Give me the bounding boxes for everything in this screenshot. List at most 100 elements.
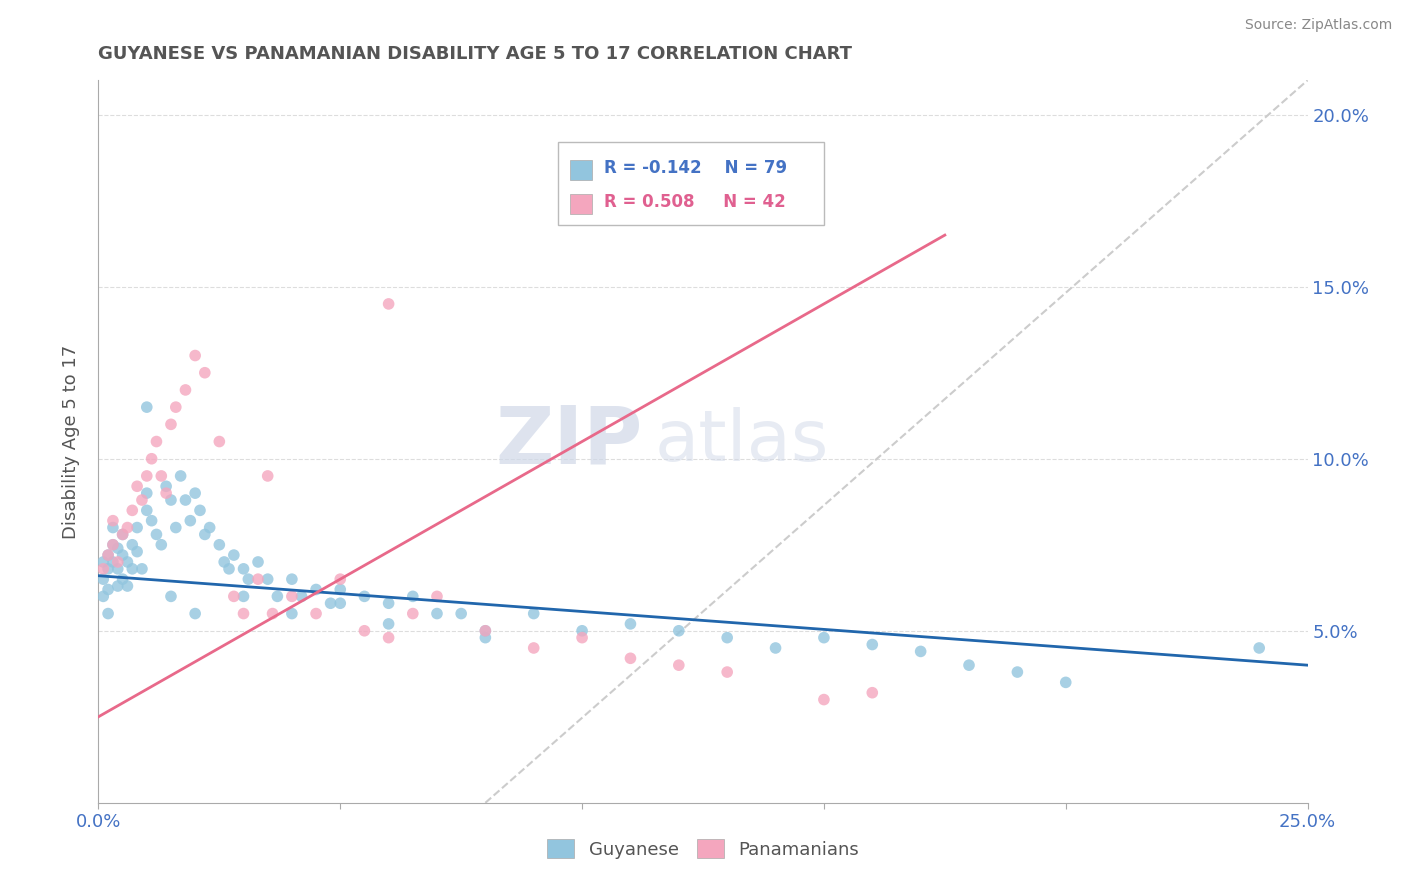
Point bbox=[474, 624, 496, 638]
Point bbox=[97, 607, 120, 621]
Point bbox=[194, 366, 217, 380]
Point bbox=[262, 607, 284, 621]
Point bbox=[523, 640, 546, 655]
Point bbox=[256, 572, 278, 586]
Point bbox=[1054, 675, 1077, 690]
Point bbox=[184, 607, 207, 621]
Point bbox=[232, 607, 254, 621]
Point bbox=[208, 434, 231, 449]
Point bbox=[135, 503, 157, 517]
Point bbox=[97, 582, 120, 597]
Y-axis label: Disability Age 5 to 17: Disability Age 5 to 17 bbox=[62, 344, 80, 539]
Point bbox=[127, 544, 149, 558]
Point bbox=[619, 651, 641, 665]
Point bbox=[107, 562, 129, 576]
Point bbox=[377, 297, 399, 311]
Point bbox=[141, 514, 163, 528]
Point bbox=[377, 631, 399, 645]
Point bbox=[238, 572, 260, 586]
FancyBboxPatch shape bbox=[569, 161, 592, 180]
Point bbox=[101, 520, 124, 534]
Point bbox=[150, 538, 173, 552]
Point bbox=[329, 596, 352, 610]
Point bbox=[668, 624, 690, 638]
Point bbox=[188, 503, 211, 517]
Point bbox=[208, 538, 231, 552]
Point bbox=[91, 562, 114, 576]
Point bbox=[377, 616, 399, 631]
Point bbox=[111, 548, 134, 562]
Point bbox=[121, 538, 143, 552]
Point bbox=[222, 548, 245, 562]
Point bbox=[281, 607, 304, 621]
Point bbox=[107, 579, 129, 593]
Point bbox=[117, 555, 139, 569]
Point bbox=[150, 469, 173, 483]
Point bbox=[117, 579, 139, 593]
Point bbox=[184, 349, 207, 363]
Point bbox=[155, 479, 177, 493]
Point bbox=[97, 562, 120, 576]
Point bbox=[160, 417, 183, 432]
Point bbox=[121, 562, 143, 576]
Point bbox=[402, 607, 425, 621]
Point bbox=[910, 644, 932, 658]
Point bbox=[571, 624, 593, 638]
Point bbox=[194, 527, 217, 541]
Point bbox=[305, 607, 328, 621]
Point bbox=[813, 692, 835, 706]
Point bbox=[169, 469, 191, 483]
Point bbox=[160, 590, 183, 604]
Point bbox=[160, 493, 183, 508]
Point bbox=[101, 514, 124, 528]
Point bbox=[91, 590, 114, 604]
Point bbox=[232, 590, 254, 604]
Point bbox=[765, 640, 787, 655]
Point bbox=[571, 631, 593, 645]
Point bbox=[101, 538, 124, 552]
Point bbox=[1249, 640, 1271, 655]
Point bbox=[1007, 665, 1029, 679]
Point bbox=[222, 590, 245, 604]
Point bbox=[716, 665, 738, 679]
Point bbox=[97, 548, 120, 562]
Text: atlas: atlas bbox=[655, 407, 830, 476]
Point bbox=[198, 520, 221, 534]
Point bbox=[111, 572, 134, 586]
Point bbox=[107, 541, 129, 556]
Point bbox=[111, 527, 134, 541]
Point bbox=[957, 658, 980, 673]
Point bbox=[135, 400, 157, 414]
Point bbox=[145, 434, 167, 449]
Point bbox=[218, 562, 240, 576]
Point bbox=[131, 562, 153, 576]
Point bbox=[281, 572, 304, 586]
Point bbox=[91, 555, 114, 569]
Point bbox=[135, 486, 157, 500]
Point bbox=[450, 607, 472, 621]
Point bbox=[290, 590, 312, 604]
Point bbox=[402, 590, 425, 604]
Point bbox=[716, 631, 738, 645]
FancyBboxPatch shape bbox=[558, 142, 824, 225]
Point bbox=[319, 596, 342, 610]
Point bbox=[474, 631, 496, 645]
Point bbox=[141, 451, 163, 466]
Point bbox=[426, 590, 449, 604]
Point bbox=[266, 590, 288, 604]
Point bbox=[165, 520, 187, 534]
Point bbox=[426, 607, 449, 621]
Text: R = 0.508     N = 42: R = 0.508 N = 42 bbox=[603, 194, 786, 211]
Point bbox=[101, 538, 124, 552]
Legend: Guyanese, Panamanians: Guyanese, Panamanians bbox=[540, 832, 866, 866]
Point bbox=[179, 514, 201, 528]
Point bbox=[860, 686, 883, 700]
Point bbox=[135, 469, 157, 483]
Text: ZIP: ZIP bbox=[495, 402, 643, 481]
Point bbox=[127, 520, 149, 534]
Point bbox=[619, 616, 641, 631]
Point bbox=[329, 582, 352, 597]
Point bbox=[131, 493, 153, 508]
Point bbox=[155, 486, 177, 500]
Point bbox=[329, 572, 352, 586]
